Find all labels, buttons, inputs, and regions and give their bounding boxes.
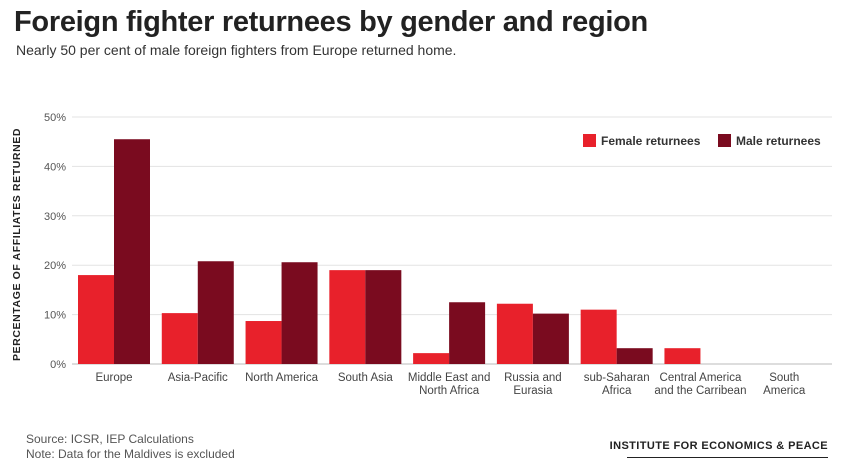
x-tick-label: Asia-Pacific: [168, 372, 228, 384]
bar-female: [413, 353, 450, 364]
bar-female: [580, 309, 617, 364]
legend-male-label: Male returnees: [736, 134, 821, 148]
bar-female: [245, 321, 282, 364]
x-tick-label: Europe: [95, 372, 132, 384]
y-tick-label: 0%: [50, 359, 66, 371]
bar-male: [197, 261, 234, 364]
y-tick-label: 20%: [44, 260, 66, 272]
x-tick-label: Russia and Eurasia: [504, 372, 562, 397]
x-tick-label: sub-Saharan Africa: [584, 372, 650, 397]
bar-male: [532, 313, 569, 364]
bar-chart: 0% 10% 20% 30% 40% 50% PERCENTAGE OF AFFILIATE…: [11, 112, 832, 397]
y-tick-label: 30%: [44, 211, 66, 223]
bar-male: [281, 262, 318, 364]
y-tick-label: 50%: [44, 112, 66, 124]
y-axis-label: PERCENTAGE OF AFFILIATES RETURNED: [11, 128, 23, 361]
bar-female: [664, 348, 701, 364]
y-tick-label: 40%: [44, 161, 66, 173]
bar-male: [449, 302, 486, 364]
bar-female: [329, 270, 366, 364]
bar-male: [365, 270, 402, 364]
x-tick-label: South Asia: [338, 372, 394, 384]
chart-title: Foreign fighter returnees by gender and …: [14, 6, 648, 38]
legend-male-swatch: [718, 134, 731, 147]
bar-male: [114, 139, 150, 364]
x-tick-label: North America: [245, 372, 318, 384]
chart-subtitle: Nearly 50 per cent of male foreign fight…: [16, 42, 457, 58]
x-tick-label: Middle East and North Africa: [408, 372, 490, 397]
legend-female-swatch: [583, 134, 596, 147]
brand-logo-text: INSTITUTE FOR ECONOMICS & PEACE: [609, 440, 828, 452]
bar-female: [496, 303, 533, 364]
footer-notes: Source: ICSR, IEP Calculations Note: Dat…: [26, 432, 235, 462]
data-note: Note: Data for the Maldives is excluded: [26, 447, 235, 461]
legend-female-label: Female returnees: [601, 134, 701, 148]
bar-male: [616, 348, 653, 364]
bar-female: [78, 275, 114, 364]
brand-underline: [627, 457, 828, 458]
source-note: Source: ICSR, IEP Calculations: [26, 432, 194, 446]
y-tick-label: 10%: [44, 310, 66, 322]
bar-female: [161, 313, 198, 364]
x-tick-label: South America: [763, 372, 806, 397]
x-tick-label: Central America and the Carribean: [654, 372, 746, 397]
